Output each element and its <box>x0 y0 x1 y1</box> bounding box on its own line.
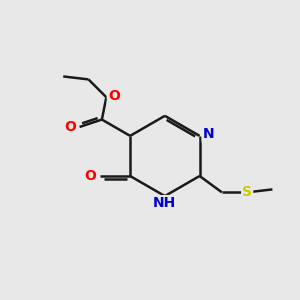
Text: N: N <box>202 128 214 141</box>
Text: O: O <box>84 169 96 183</box>
Text: S: S <box>242 185 252 200</box>
Text: O: O <box>108 89 120 103</box>
Text: NH: NH <box>153 196 176 210</box>
Text: O: O <box>65 120 76 134</box>
